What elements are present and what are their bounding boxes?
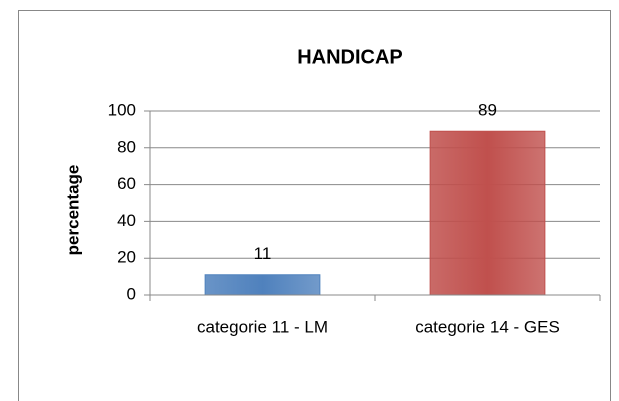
data-label: 89 <box>478 101 497 120</box>
y-axis-label: percentage <box>63 165 82 256</box>
bar <box>204 274 321 296</box>
data-label: 11 <box>254 244 272 263</box>
y-tick-label: 100 <box>108 100 136 119</box>
x-tick-label: categorie 14 - GES <box>415 317 560 336</box>
y-tick-label: 40 <box>117 211 136 230</box>
bar <box>429 130 546 296</box>
y-tick-label: 0 <box>127 284 136 303</box>
y-tick-label: 60 <box>117 174 136 193</box>
x-tick-label: categorie 11 - LM <box>197 317 328 336</box>
y-tick-label: 80 <box>117 137 136 156</box>
y-tick-label: 20 <box>117 248 136 267</box>
chart-title: HANDICAP <box>297 46 403 68</box>
